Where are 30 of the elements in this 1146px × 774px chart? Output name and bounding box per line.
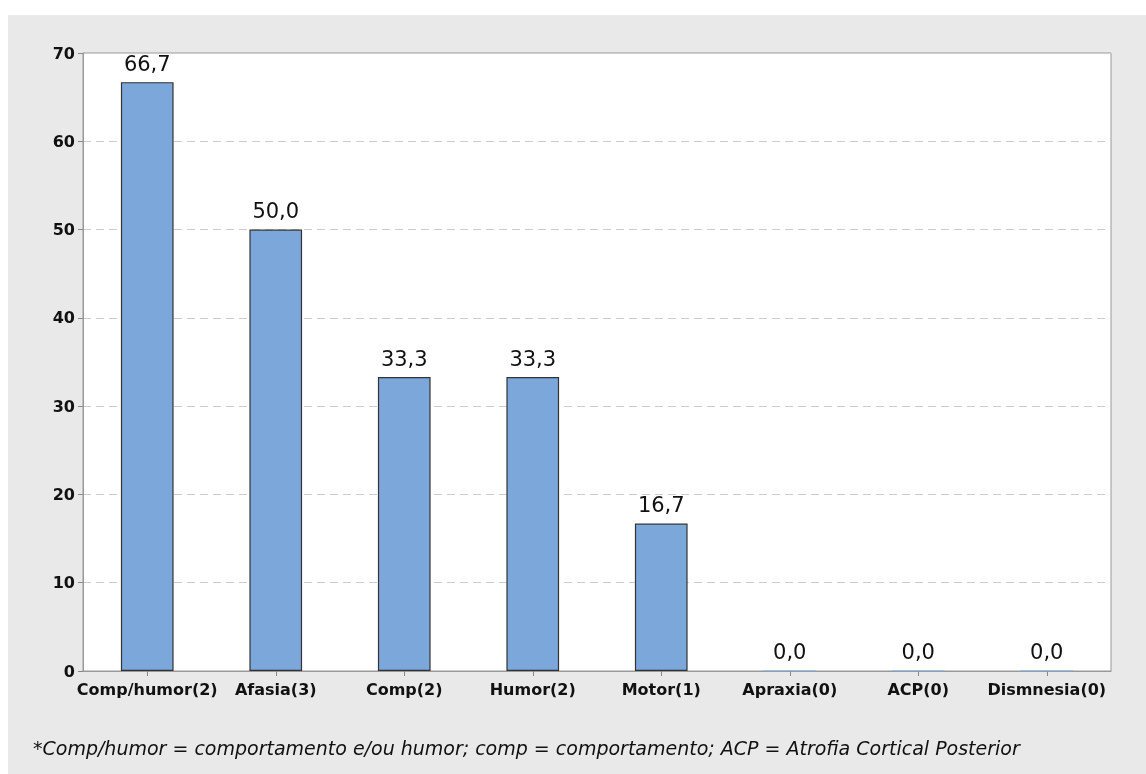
x-tick-label: Comp/humor(2) <box>76 679 218 699</box>
bar <box>506 377 560 671</box>
y-tick-label: 70 <box>52 43 75 63</box>
x-tick-label: Dismnesia(0) <box>987 679 1107 699</box>
x-tick-label: Apraxia(0) <box>742 679 838 699</box>
data-label: 16,7 <box>637 493 685 518</box>
y-tick-label: 40 <box>52 308 75 328</box>
y-tick-label: 50 <box>52 220 75 240</box>
text: *Comp/humor = comportamento e/ou humor; comp = comportamento; ACP = Atrofia Cortical Posterior <box>33 737 1020 759</box>
data-label: 50,0 <box>252 199 300 224</box>
data-label: 33,3 <box>509 346 557 371</box>
data-label: 0,0 <box>1030 639 1064 664</box>
y-tick-label: 20 <box>52 484 75 504</box>
x-tick-label: Motor(1) <box>621 679 701 699</box>
y-tick-label: 10 <box>52 573 75 593</box>
y-tick-label: 0 <box>63 661 75 681</box>
bar <box>120 82 174 671</box>
bar <box>249 229 303 671</box>
data-label: 66,7 <box>123 51 171 76</box>
x-tick-label: Humor(2) <box>489 679 576 699</box>
x-tick-label: ACP(0) <box>887 679 950 699</box>
x-tick-label: Comp(2) <box>365 679 443 699</box>
y-tick-label: 60 <box>52 131 75 151</box>
data-label: 0,0 <box>773 639 807 664</box>
data-label: 33,3 <box>380 346 428 371</box>
data-label: 0,0 <box>901 639 935 664</box>
bar <box>377 377 431 671</box>
y-tick-label: 30 <box>52 396 75 416</box>
x-tick-label: Afasia(3) <box>234 679 317 699</box>
bar <box>634 523 688 671</box>
